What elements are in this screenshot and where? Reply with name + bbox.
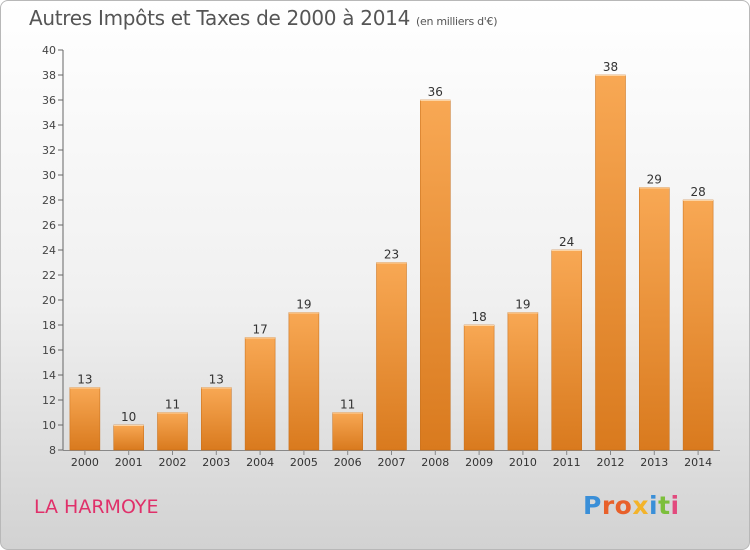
data-label: 10 bbox=[121, 410, 136, 424]
chart-title: Autres Impôts et Taxes de 2000 à 2014 (en… bbox=[29, 6, 497, 30]
y-tick-label: 36 bbox=[42, 94, 56, 107]
y-tick-label: 40 bbox=[42, 44, 56, 57]
y-tick-label: 14 bbox=[42, 369, 56, 382]
bar bbox=[69, 387, 101, 451]
bar bbox=[157, 412, 188, 451]
x-tick-label: 2009 bbox=[465, 456, 493, 469]
x-tick-label: 2010 bbox=[509, 456, 537, 469]
data-label: 23 bbox=[384, 248, 399, 262]
bar bbox=[201, 387, 232, 451]
bar bbox=[244, 337, 276, 451]
y-tick-label: 18 bbox=[42, 319, 56, 332]
y-tick-label: 12 bbox=[42, 394, 56, 407]
data-label: 28 bbox=[690, 185, 705, 199]
proxiti-logo: Proxiti bbox=[583, 491, 680, 520]
bar bbox=[420, 99, 451, 451]
y-tick-label: 8 bbox=[49, 444, 56, 457]
x-tick-label: 2011 bbox=[553, 456, 581, 469]
bar bbox=[595, 74, 626, 451]
bar bbox=[376, 262, 407, 451]
x-tick-label: 2005 bbox=[290, 456, 318, 469]
bar bbox=[507, 312, 539, 451]
chart-unit: (en milliers d'€) bbox=[416, 15, 498, 28]
logo-letter: x bbox=[632, 491, 649, 520]
logo-letter: i bbox=[649, 491, 659, 520]
x-tick-label: 2013 bbox=[640, 456, 668, 469]
x-tick-label: 2002 bbox=[159, 456, 187, 469]
x-tick-label: 2007 bbox=[378, 456, 406, 469]
logo-letter: o bbox=[614, 491, 633, 520]
data-label: 17 bbox=[252, 323, 267, 337]
data-label: 18 bbox=[471, 310, 486, 324]
bar bbox=[682, 199, 714, 451]
bar bbox=[288, 312, 320, 451]
x-tick-label: 2001 bbox=[115, 456, 143, 469]
place-name: LA HARMOYE bbox=[34, 496, 159, 518]
data-label: 13 bbox=[209, 373, 224, 387]
data-label: 29 bbox=[647, 173, 662, 187]
logo-letter: r bbox=[601, 491, 615, 520]
y-tick-label: 32 bbox=[42, 144, 56, 157]
data-label: 19 bbox=[515, 298, 530, 312]
x-tick-label: 2012 bbox=[597, 456, 625, 469]
data-label: 11 bbox=[165, 398, 180, 412]
x-tick-label: 2008 bbox=[421, 456, 449, 469]
logo-letter: i bbox=[670, 491, 680, 520]
bar bbox=[113, 424, 144, 451]
y-tick-label: 24 bbox=[42, 244, 56, 257]
chart-title-text: Autres Impôts et Taxes de 2000 à 2014 bbox=[29, 6, 410, 30]
y-tick-label: 16 bbox=[42, 344, 56, 357]
y-tick-label: 20 bbox=[42, 294, 56, 307]
logo-letter: P bbox=[583, 491, 602, 520]
y-tick-label: 30 bbox=[42, 169, 56, 182]
bar bbox=[332, 412, 363, 451]
x-tick-label: 2004 bbox=[246, 456, 274, 469]
y-tick-label: 10 bbox=[42, 419, 56, 432]
x-tick-label: 2006 bbox=[334, 456, 362, 469]
data-label: 38 bbox=[603, 60, 618, 74]
x-tick-label: 2014 bbox=[684, 456, 712, 469]
data-label: 19 bbox=[296, 298, 311, 312]
bar bbox=[639, 187, 670, 451]
y-tick-label: 28 bbox=[42, 194, 56, 207]
x-tick-label: 2003 bbox=[202, 456, 230, 469]
y-tick-label: 22 bbox=[42, 269, 56, 282]
x-tick-label: 2000 bbox=[71, 456, 99, 469]
logo-letter: t bbox=[658, 491, 671, 520]
data-label: 13 bbox=[77, 373, 92, 387]
y-tick-label: 38 bbox=[42, 69, 56, 82]
bar bbox=[551, 249, 582, 451]
data-label: 36 bbox=[428, 85, 443, 99]
y-tick-label: 26 bbox=[42, 219, 56, 232]
bar bbox=[463, 324, 495, 451]
y-tick-label: 34 bbox=[42, 119, 56, 132]
data-label: 24 bbox=[559, 235, 574, 249]
data-label: 11 bbox=[340, 398, 355, 412]
